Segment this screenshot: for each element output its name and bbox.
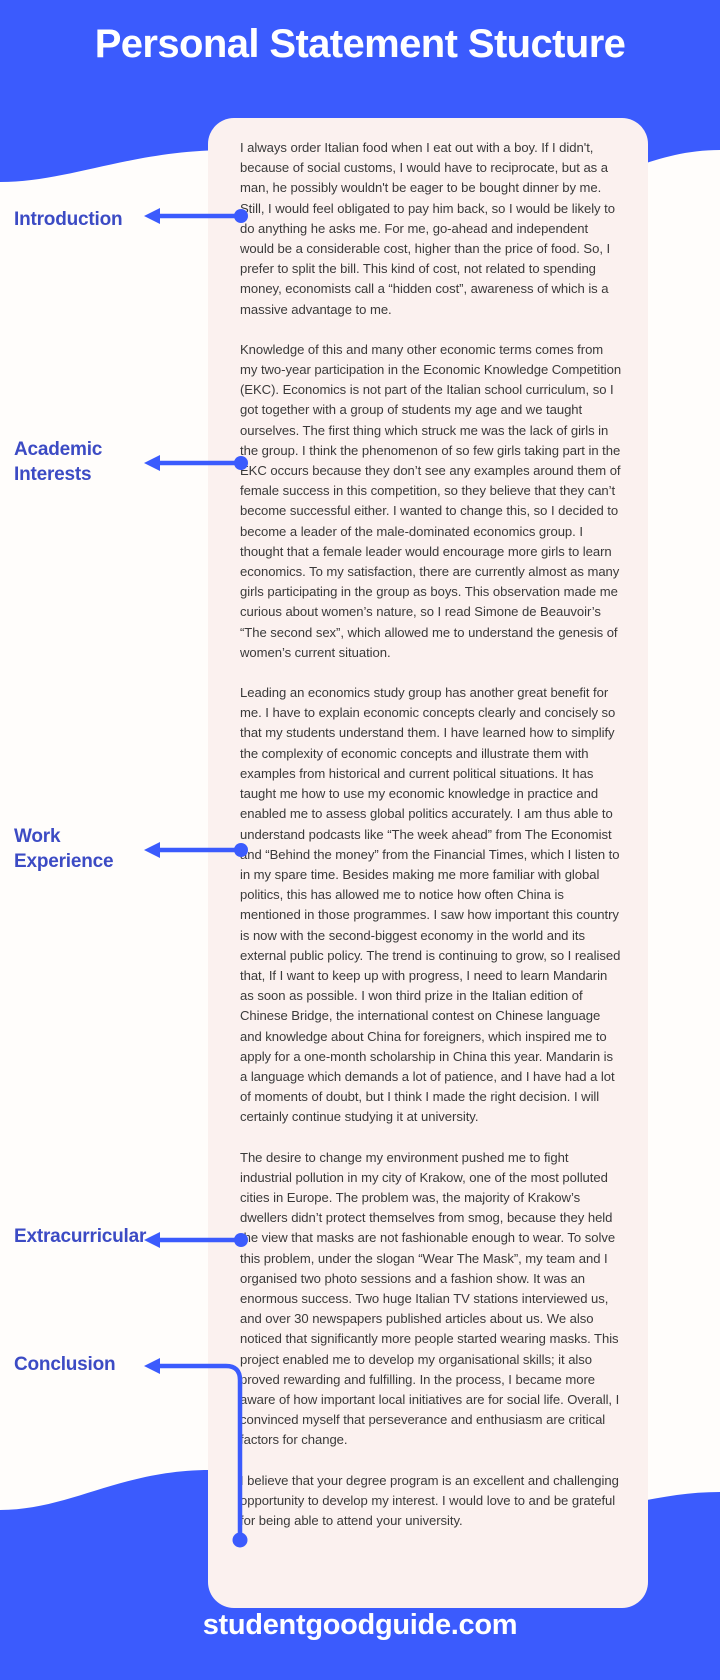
essay-paragraph-extracurricular: The desire to change my environment push… (240, 1149, 620, 1448)
footer-brand: studentgoodguide.com (202, 1609, 518, 1641)
label-text-academic-line1: Academic (14, 439, 103, 460)
label-text-extracurricular: Extracurricular (14, 1226, 147, 1247)
section-label-introduction[interactable]: Introduction (14, 207, 204, 232)
essay-paragraph-introduction: I always order Italian food when I eat o… (240, 140, 615, 317)
connector-arrow-introduction (144, 208, 248, 224)
essay-paragraph-work-experience: Leading an economics study group has ano… (240, 685, 621, 1125)
label-text-work-line2: Experience (14, 851, 114, 872)
essay-paragraph-conclusion: I believe that your degree program is an… (240, 1472, 619, 1528)
label-text-introduction: Introduction (14, 209, 123, 230)
label-text-work-line1: Work (14, 826, 61, 847)
section-label-academic-interests[interactable]: Academic Interests (14, 437, 204, 487)
label-text-conclusion: Conclusion (14, 1354, 116, 1375)
section-label-conclusion[interactable]: Conclusion (14, 1352, 204, 1377)
connector-arrow-academic-interests (144, 455, 248, 471)
section-label-extracurricular[interactable]: Extracurricular (14, 1224, 204, 1249)
essay-paragraph-academic-interests: Knowledge of this and many other economi… (240, 341, 622, 660)
connector-arrow-conclusion (144, 1358, 248, 1548)
connector-arrow-work-experience (144, 842, 248, 858)
essay-text-card: I always order Italian food when I eat o… (208, 118, 648, 1608)
section-label-work-experience[interactable]: Work Experience (14, 824, 204, 874)
page-title: Personal Statement Stucture (94, 22, 626, 66)
label-text-academic-line2: Interests (14, 464, 92, 485)
connector-arrow-extracurricular (144, 1232, 248, 1248)
